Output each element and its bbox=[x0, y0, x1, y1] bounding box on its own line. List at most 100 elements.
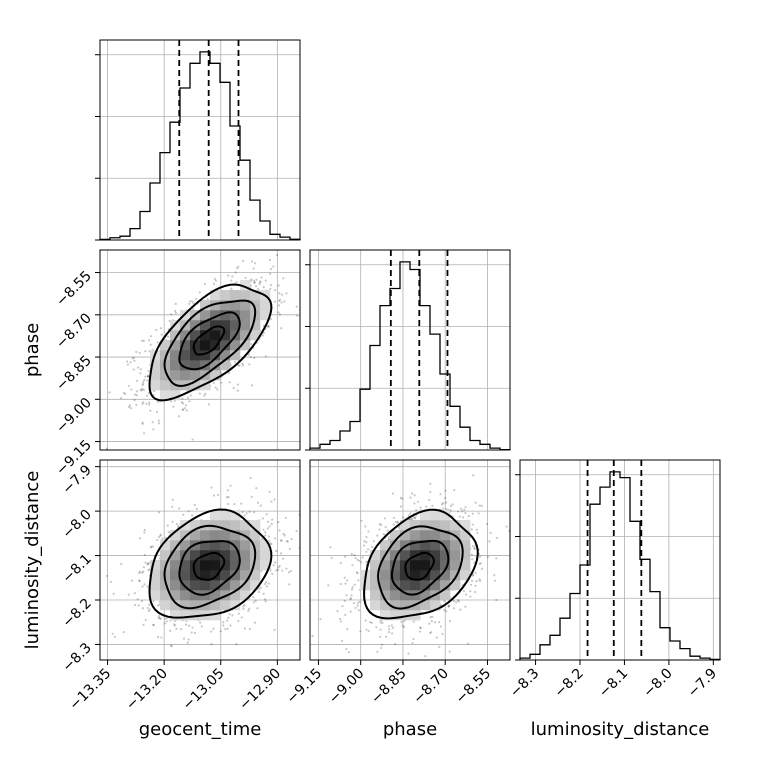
sample-point bbox=[236, 383, 240, 386]
sample-point bbox=[204, 392, 207, 395]
sample-point bbox=[364, 525, 367, 528]
sample-point bbox=[264, 600, 267, 603]
sample-point bbox=[169, 644, 173, 647]
sample-point bbox=[250, 384, 253, 387]
sample-point bbox=[199, 621, 202, 624]
sample-point bbox=[212, 627, 215, 630]
density-cell bbox=[200, 520, 211, 531]
sample-point bbox=[138, 579, 141, 582]
contours bbox=[148, 508, 273, 619]
sample-point bbox=[296, 314, 299, 317]
sample-point bbox=[184, 404, 188, 407]
sample-point bbox=[276, 568, 280, 571]
sample-point bbox=[457, 599, 460, 602]
sample-point bbox=[220, 381, 223, 384]
sample-point bbox=[187, 624, 191, 627]
sample-point bbox=[148, 603, 151, 606]
sample-point bbox=[237, 619, 240, 623]
density-cell bbox=[430, 560, 441, 571]
sample-point bbox=[379, 635, 382, 638]
sample-point bbox=[164, 536, 167, 540]
density-cell bbox=[160, 340, 171, 351]
sample-point bbox=[181, 408, 184, 411]
sample-point bbox=[135, 403, 138, 407]
sample-point bbox=[242, 607, 245, 611]
sample-point bbox=[207, 403, 210, 406]
sample-point bbox=[430, 631, 433, 634]
axes-frame bbox=[99, 39, 301, 241]
density-cell bbox=[230, 300, 241, 311]
density-cell bbox=[230, 350, 241, 361]
sample-point bbox=[188, 400, 191, 403]
density-cell bbox=[190, 550, 201, 561]
sample-point bbox=[412, 637, 415, 641]
sample-point bbox=[445, 610, 448, 613]
sample-point bbox=[356, 572, 359, 575]
x-tick-label: −8.0 bbox=[640, 666, 675, 701]
sample-point bbox=[227, 371, 230, 375]
density-cell bbox=[410, 560, 421, 571]
density-cell bbox=[160, 350, 171, 361]
density-cell bbox=[250, 570, 261, 581]
sample-point bbox=[413, 494, 416, 497]
density-cell bbox=[210, 540, 221, 551]
sample-point bbox=[382, 533, 385, 536]
sample-point bbox=[229, 624, 232, 627]
density-cell bbox=[170, 340, 181, 351]
sample-point bbox=[105, 574, 109, 578]
sample-point bbox=[278, 313, 282, 316]
density-cell bbox=[370, 550, 381, 561]
density-cell bbox=[230, 320, 241, 331]
sample-point bbox=[273, 498, 276, 501]
sample-point bbox=[367, 548, 370, 551]
sample-point bbox=[486, 555, 489, 558]
sample-point bbox=[135, 390, 139, 393]
sample-point bbox=[175, 522, 178, 526]
sample-point bbox=[141, 585, 144, 588]
y-tick-label: −8.0 bbox=[59, 507, 94, 542]
density-cell bbox=[160, 590, 171, 601]
density-cell bbox=[190, 380, 201, 391]
density-cell bbox=[180, 540, 191, 551]
sample-point bbox=[152, 428, 155, 431]
sample-point bbox=[212, 381, 215, 384]
sample-point bbox=[252, 601, 255, 604]
density-cell bbox=[170, 600, 181, 611]
sample-point bbox=[111, 632, 114, 635]
sample-point bbox=[232, 387, 235, 390]
sample-point bbox=[387, 536, 390, 539]
sample-point bbox=[184, 623, 188, 626]
sample-point bbox=[152, 599, 155, 603]
sample-point bbox=[236, 389, 239, 392]
sample-point bbox=[142, 432, 146, 435]
sample-point bbox=[157, 422, 161, 425]
sample-point bbox=[213, 277, 216, 280]
sample-point bbox=[161, 537, 164, 541]
sample-point bbox=[473, 546, 476, 550]
density-cell bbox=[260, 550, 271, 561]
y-tick-label: −8.70 bbox=[53, 310, 95, 352]
sample-point bbox=[268, 258, 272, 262]
sample-point bbox=[237, 265, 240, 268]
density-cell bbox=[450, 580, 461, 591]
sample-point bbox=[157, 536, 161, 539]
sample-point bbox=[478, 578, 481, 581]
sample-point bbox=[174, 311, 177, 315]
sample-point bbox=[460, 507, 463, 510]
sample-point bbox=[185, 619, 188, 622]
sample-point bbox=[364, 619, 367, 622]
density-cell bbox=[210, 340, 221, 351]
panel-content bbox=[100, 460, 300, 660]
density-cell bbox=[190, 360, 201, 371]
density-cell bbox=[440, 550, 451, 561]
sample-point bbox=[227, 495, 230, 499]
density-cell bbox=[460, 520, 471, 531]
sample-point bbox=[179, 627, 183, 631]
sample-point bbox=[250, 342, 253, 346]
sample-point bbox=[384, 635, 388, 638]
density-cell bbox=[160, 390, 171, 401]
axes-frame bbox=[99, 459, 301, 661]
sample-point bbox=[278, 292, 281, 295]
sample-point bbox=[349, 610, 352, 613]
sample-point bbox=[224, 628, 227, 631]
